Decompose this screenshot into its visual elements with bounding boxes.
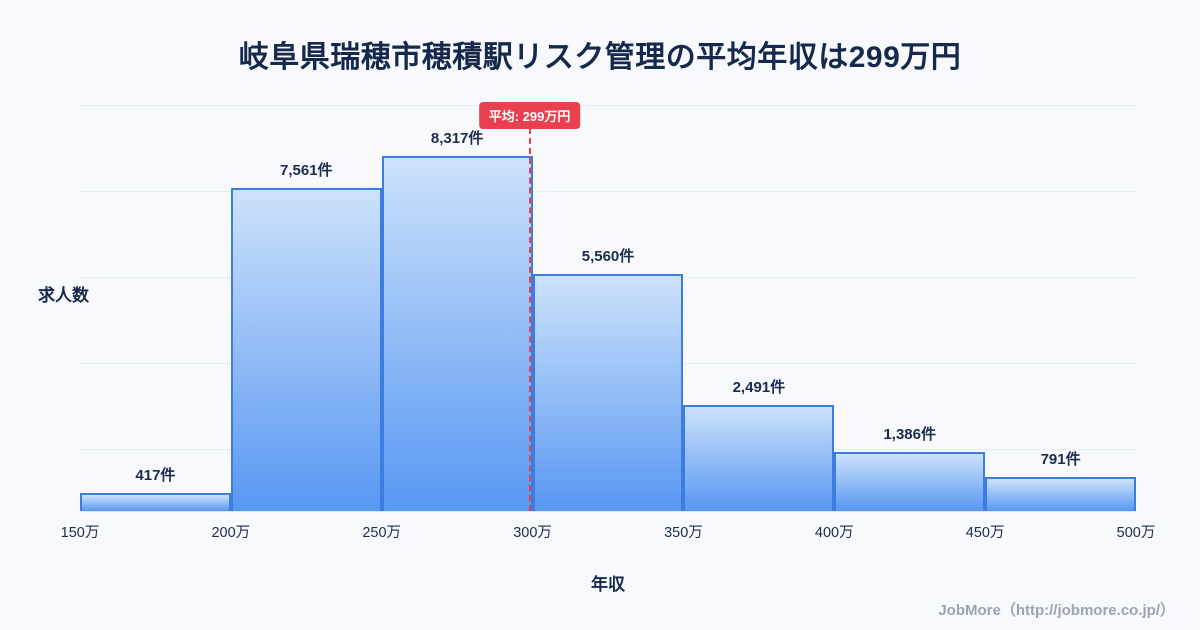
x-tick-label: 450万 [965,525,1005,541]
bar-value-label: 2,491件 [732,379,786,396]
x-tick-label: 300万 [513,525,552,541]
bar [834,452,986,511]
bar-value-label: 417件 [135,467,176,484]
bar-group: 7,561件 [230,99,382,511]
bar [532,274,684,511]
bar [80,493,231,511]
chart-title: 岐阜県瑞穂市穂積駅リスク管理の平均年収は299万円 [238,41,962,74]
x-tick-label: 500万 [1116,525,1156,541]
bar-group: 8,317件 [381,99,533,511]
average-line [528,128,531,511]
bar [230,188,382,511]
bar-value-label: 791件 [1040,451,1081,468]
bar-value-label: 7,561件 [280,162,333,179]
bar-value-label: 5,560件 [581,248,635,265]
x-axis-label: 年収 [591,575,625,594]
x-tick-label: 350万 [664,525,703,541]
bar [683,405,835,511]
bar [985,477,1137,511]
x-tick-label: 250万 [362,525,402,541]
bar-value-label: 1,386件 [883,426,936,443]
bar-group: 791件 [985,99,1137,511]
x-tick-label: 400万 [814,525,854,541]
bar-group: 1,386件 [834,99,986,511]
bar [381,156,533,511]
x-tick-label: 150万 [60,525,100,541]
gridline [80,105,1136,106]
bar-group: 2,491件 [683,99,835,511]
bar-group: 417件 [80,99,231,511]
footer-credit: JobMore（http://jobmore.co.jp/） [938,602,1175,619]
bar-group: 5,560件 [532,99,684,511]
y-axis-label: 求人数 [38,286,89,305]
plot-area: 417件 7,561件 8,317件 5,560件 2,491件 1,386件 791件 平… [61,99,1155,541]
bars-container: 417件 7,561件 8,317件 5,560件 2,491件 1,386件 791件 [80,99,1137,511]
bar-value-label: 8,317件 [430,130,484,147]
x-axis-ticks: 150万 200万 250万 300万 350万 400万 450万 500万 [61,512,1156,541]
x-tick-label: 200万 [211,525,251,541]
gridline [80,191,1136,192]
average-badge: 平均: 299万円 [478,102,581,129]
